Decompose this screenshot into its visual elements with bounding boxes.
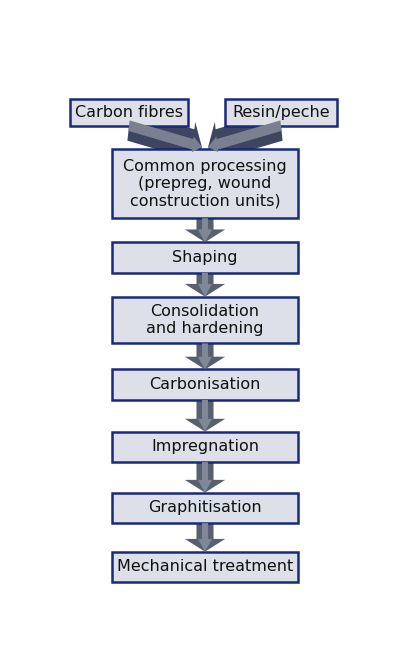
Text: Graphitisation: Graphitisation — [148, 500, 262, 516]
FancyBboxPatch shape — [112, 552, 298, 582]
FancyBboxPatch shape — [112, 492, 298, 523]
Polygon shape — [198, 462, 212, 492]
Polygon shape — [185, 400, 225, 432]
Polygon shape — [185, 273, 225, 297]
Text: Shaping: Shaping — [172, 250, 238, 265]
Polygon shape — [208, 110, 282, 167]
Polygon shape — [198, 218, 212, 242]
Polygon shape — [198, 400, 212, 432]
Text: Carbonisation: Carbonisation — [149, 377, 261, 392]
Polygon shape — [198, 273, 212, 297]
FancyBboxPatch shape — [112, 242, 298, 273]
Text: Common processing
(prepreg, wound
construction units): Common processing (prepreg, wound constr… — [123, 159, 287, 209]
FancyBboxPatch shape — [70, 99, 188, 126]
Polygon shape — [208, 120, 282, 152]
Polygon shape — [185, 218, 225, 242]
FancyBboxPatch shape — [112, 149, 298, 218]
FancyBboxPatch shape — [225, 99, 337, 126]
Polygon shape — [198, 344, 212, 369]
Text: Consolidation
and hardening: Consolidation and hardening — [146, 304, 264, 336]
Polygon shape — [185, 462, 225, 492]
Polygon shape — [128, 110, 202, 167]
FancyBboxPatch shape — [112, 297, 298, 344]
Polygon shape — [185, 523, 225, 552]
Polygon shape — [198, 523, 212, 552]
Polygon shape — [128, 120, 202, 152]
FancyBboxPatch shape — [112, 432, 298, 462]
FancyBboxPatch shape — [112, 369, 298, 400]
Text: Mechanical treatment: Mechanical treatment — [117, 559, 293, 574]
Polygon shape — [185, 344, 225, 369]
Text: Resin/peche: Resin/peche — [232, 105, 330, 120]
Text: Impregnation: Impregnation — [151, 440, 259, 454]
Text: Carbon fibres: Carbon fibres — [75, 105, 183, 120]
